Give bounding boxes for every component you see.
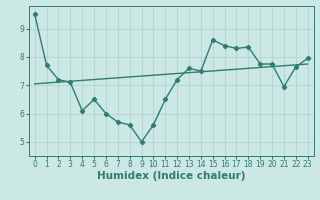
X-axis label: Humidex (Indice chaleur): Humidex (Indice chaleur) bbox=[97, 171, 245, 181]
